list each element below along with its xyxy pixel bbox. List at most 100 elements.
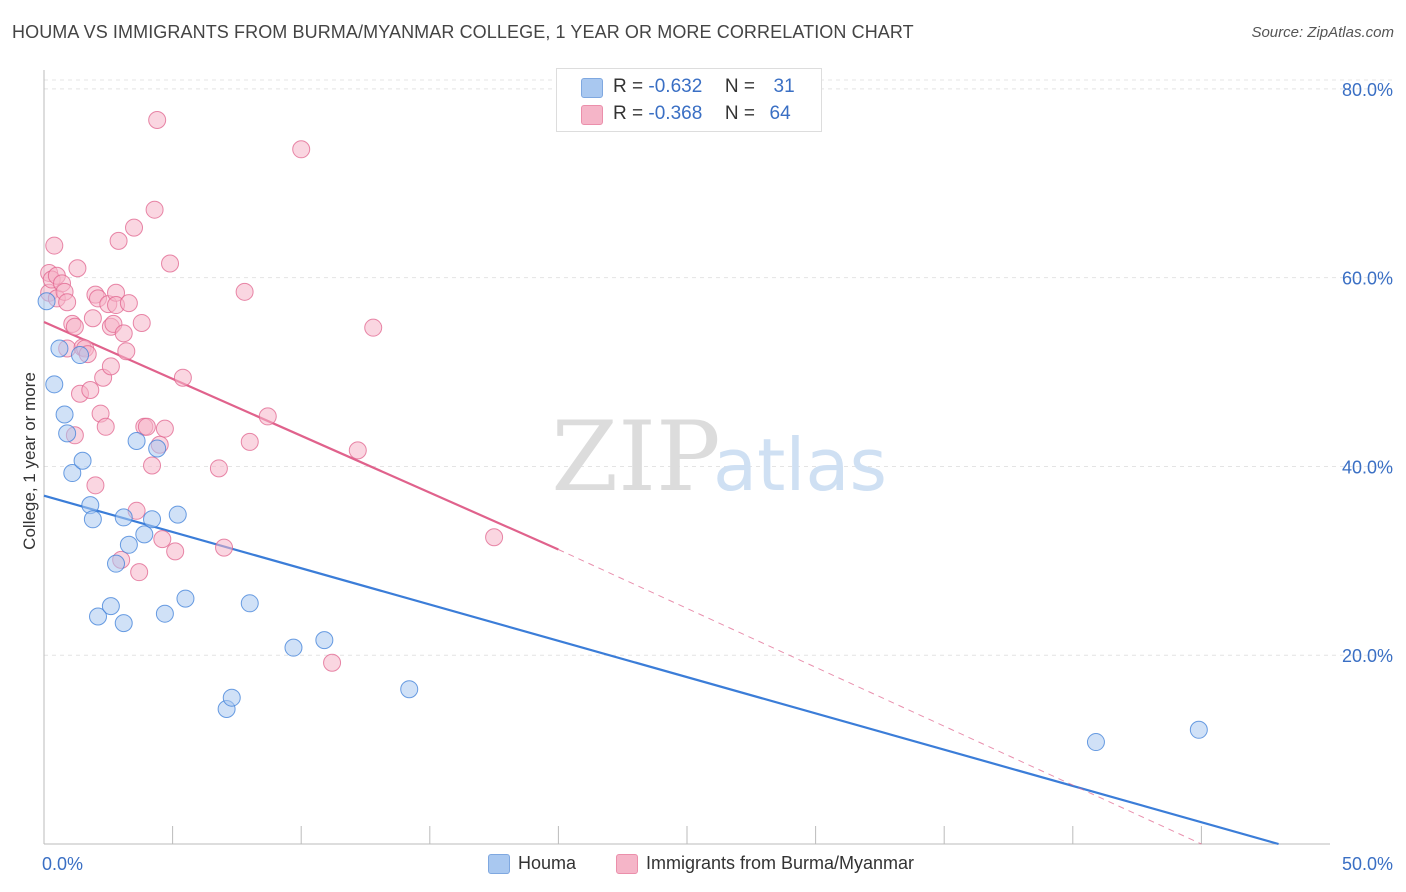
stats-legend: R = -0.632 N = 31 R = -0.368 N = 64 (556, 68, 822, 132)
point-houma (37, 292, 56, 311)
point-houma (73, 451, 92, 470)
point-burma (348, 441, 367, 460)
legend-r-label: R = (613, 76, 644, 97)
series-legend: Houma Immigrants from Burma/Myanmar (0, 852, 1406, 878)
watermark: ZIP atlas (551, 401, 887, 513)
trendlines (43, 321, 1279, 846)
point-houma (107, 554, 126, 573)
watermark-atlas: atlas (713, 423, 887, 507)
point-houma (114, 508, 133, 527)
point-houma (1189, 720, 1208, 739)
trendline-houma (43, 494, 1279, 846)
point-houma (45, 375, 64, 394)
point-burma (166, 542, 185, 561)
point-houma (222, 688, 241, 707)
point-houma (284, 638, 303, 657)
point-houma (143, 510, 162, 529)
point-burma (145, 200, 164, 219)
x-tick-label: 50.0% (1342, 854, 1393, 874)
point-houma (63, 464, 82, 483)
point-houma (168, 505, 187, 524)
point-burma (209, 459, 228, 478)
point-burma (485, 528, 504, 547)
point-burma (109, 231, 128, 250)
gridlines (44, 79, 1392, 656)
legend-swatch-burma (581, 105, 603, 125)
point-houma (135, 525, 154, 544)
chart-source: Source: ZipAtlas.com (1251, 24, 1394, 41)
y-tick-label: 40.0% (1342, 457, 1393, 477)
point-burma (125, 218, 144, 237)
point-burma (45, 236, 64, 255)
point-burma (143, 456, 162, 475)
legend-n-label: N = (724, 76, 755, 97)
point-burma (86, 476, 105, 495)
watermark-zip: ZIP (551, 401, 720, 513)
point-burma (137, 417, 156, 436)
point-burma (101, 357, 120, 376)
point-houma (58, 424, 77, 443)
point-houma (83, 510, 102, 529)
point-houma (240, 594, 259, 613)
point-burma (292, 140, 311, 159)
point-burma (65, 317, 84, 336)
point-burma (96, 417, 115, 436)
legend-r-value: -0.368 (648, 103, 703, 124)
point-houma (101, 597, 120, 616)
point-burma (81, 380, 100, 399)
axes (43, 70, 1330, 845)
point-burma (83, 309, 102, 328)
series-swatch-burma (616, 854, 638, 874)
point-burma (58, 293, 77, 312)
legend-n-value: 31 (773, 76, 795, 97)
point-burma (117, 342, 136, 361)
point-houma (55, 405, 74, 424)
point-burma (119, 294, 138, 313)
point-burma (258, 407, 277, 426)
legend-n-value: 64 (769, 103, 791, 124)
series-swatch-houma (488, 854, 510, 874)
data-points (37, 111, 1208, 752)
point-houma (114, 614, 133, 633)
point-burma (323, 653, 342, 672)
y-tick-label: 20.0% (1342, 646, 1393, 666)
trendline-burma-extension (558, 549, 1202, 845)
legend-r-label: R = (613, 103, 644, 124)
point-houma (71, 346, 90, 365)
point-houma (1086, 733, 1105, 752)
tick-labels: 20.0% 40.0% 60.0% 80.0% 0.0% 50.0% (42, 80, 1393, 874)
point-burma (235, 282, 254, 301)
point-burma (148, 111, 167, 130)
trendline-burma (43, 321, 559, 551)
y-tick-label: 80.0% (1342, 80, 1393, 100)
chart-title: HOUMA VS IMMIGRANTS FROM BURMA/MYANMAR C… (12, 22, 914, 42)
point-burma (68, 259, 87, 278)
series-name-burma: Immigrants from Burma/Myanmar (646, 853, 915, 873)
x-tick-label: 0.0% (42, 854, 83, 874)
point-houma (119, 535, 138, 554)
point-burma (240, 432, 259, 451)
point-houma (155, 604, 174, 623)
point-burma (173, 368, 192, 387)
point-houma (148, 439, 167, 458)
point-houma (176, 589, 195, 608)
point-houma (50, 339, 69, 358)
legend-swatch-houma (581, 78, 603, 98)
point-burma (364, 318, 383, 337)
point-burma (114, 324, 133, 343)
point-burma (132, 313, 151, 332)
y-tick-label: 60.0% (1342, 269, 1393, 289)
point-houma (400, 680, 419, 699)
series-name-houma: Houma (518, 853, 577, 873)
point-houma (315, 631, 334, 650)
legend-n-label: N = (724, 103, 755, 124)
point-burma (215, 538, 234, 557)
point-burma (153, 530, 172, 549)
point-burma (130, 563, 149, 582)
legend-r-value: -0.632 (648, 76, 703, 97)
point-burma (155, 419, 174, 438)
point-houma (89, 607, 108, 626)
point-houma (127, 431, 146, 450)
point-burma (161, 254, 180, 273)
